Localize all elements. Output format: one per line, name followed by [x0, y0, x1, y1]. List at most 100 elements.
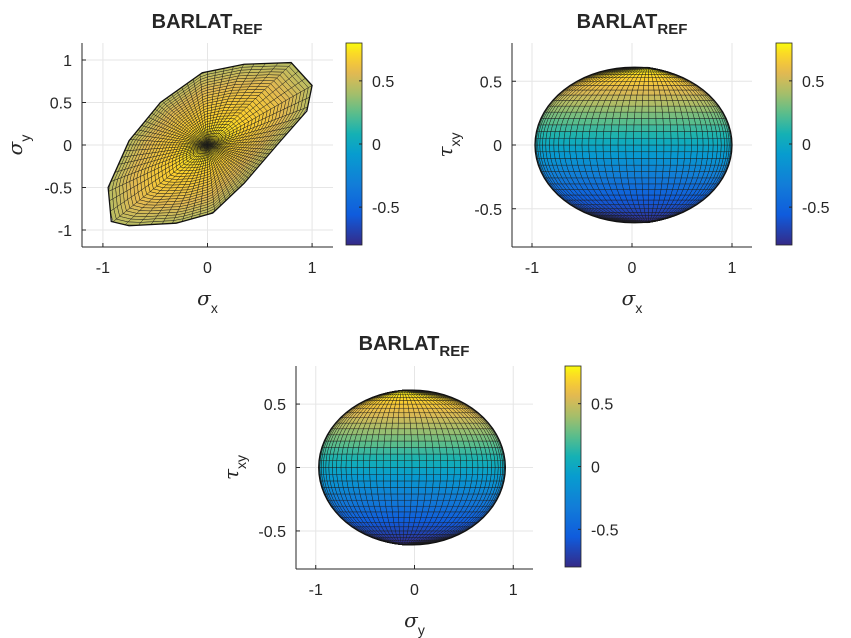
surface-patch	[604, 118, 614, 126]
surface-patch	[637, 85, 645, 91]
surface-patch	[575, 131, 584, 139]
surface-patch	[482, 467, 488, 475]
surface-patch	[626, 171, 636, 179]
surface-patch	[643, 85, 649, 91]
surface-patch	[403, 407, 410, 413]
surface-patch	[439, 447, 448, 455]
x-axis-label-subscript: x	[635, 300, 642, 316]
surface-patch	[363, 474, 371, 482]
surface-patch	[411, 460, 420, 468]
surface-patch	[633, 144, 642, 153]
surface-patch	[648, 105, 656, 113]
surface-patch	[581, 137, 590, 146]
surface-patch	[642, 94, 650, 101]
surface-patch	[391, 428, 399, 436]
surface-patch	[563, 151, 571, 159]
surface-patch	[363, 447, 372, 455]
surface-patch	[702, 131, 709, 139]
surface-patch	[634, 171, 643, 179]
surface-patch	[411, 474, 420, 482]
surface-patch	[642, 89, 649, 96]
surface-patch	[716, 137, 722, 146]
surface-patch	[575, 137, 583, 146]
surface-patch	[411, 447, 420, 455]
surface-patch	[377, 493, 386, 501]
surface-patch	[390, 480, 398, 488]
surface-patch	[648, 131, 657, 139]
surface-patch	[410, 428, 418, 436]
surface-patch	[663, 131, 672, 139]
surface-patch	[597, 118, 607, 126]
surface-patch	[445, 480, 454, 488]
surface-patch	[575, 151, 584, 159]
surface-patch	[392, 412, 400, 418]
surface-patch	[356, 460, 364, 468]
surface-patch	[589, 158, 598, 166]
surface-patch	[645, 71, 649, 75]
surface-patch	[611, 118, 621, 126]
surface-patch	[424, 434, 433, 442]
surface-patch	[398, 522, 405, 528]
surface-patch	[431, 440, 440, 448]
surface-patch	[648, 171, 657, 179]
surface-patch	[390, 447, 398, 455]
surface-patch	[670, 124, 678, 132]
surface-patch	[410, 434, 419, 442]
surface-patch	[669, 118, 678, 126]
surface-patch	[404, 499, 412, 507]
surface-patch	[399, 530, 404, 535]
surface-patch	[376, 453, 384, 461]
surface-patch	[411, 453, 420, 461]
y-axis-label: σy	[3, 135, 33, 156]
surface-patch	[325, 467, 330, 475]
surface-patch	[394, 526, 400, 532]
surface-patch	[397, 499, 405, 507]
surface-patch	[553, 137, 560, 146]
colorbar-tick-label: 0	[372, 137, 381, 154]
surface-patch	[404, 428, 412, 436]
surface-patch	[398, 412, 405, 418]
surface-patch	[445, 447, 454, 455]
surface-patch	[397, 453, 405, 461]
surface-patch	[676, 158, 685, 166]
x-tick-label: 0	[203, 260, 212, 277]
surface-patch	[639, 208, 646, 213]
surface-patch	[610, 131, 619, 139]
surface-patch	[670, 144, 679, 153]
surface-patch	[648, 158, 657, 166]
surface-patch	[618, 158, 627, 166]
surface-patch	[336, 467, 342, 475]
surface-patch	[390, 493, 399, 501]
surface-patch	[634, 105, 643, 113]
surface-patch	[641, 177, 650, 185]
surface-patch	[648, 94, 656, 101]
surface-patch	[397, 467, 405, 475]
surface-patch	[404, 505, 411, 513]
surface-patch	[465, 474, 473, 482]
surface-patch	[603, 158, 613, 166]
surface-patch	[707, 137, 714, 146]
surface-patch	[604, 164, 614, 172]
surface-patch	[376, 480, 385, 488]
surface-patch	[341, 453, 348, 461]
surface-patch	[397, 434, 405, 442]
surface-patch	[404, 493, 412, 501]
surface-patch	[410, 499, 418, 507]
surface-patch	[684, 131, 692, 139]
surface-patch	[683, 158, 691, 166]
surface-patch	[648, 111, 657, 119]
surface-patch	[345, 467, 352, 475]
surface-patch	[370, 487, 379, 495]
surface-patch	[345, 460, 352, 468]
surface-patch	[542, 144, 547, 153]
surface-patch	[404, 480, 413, 488]
surface-patch	[654, 94, 662, 101]
surface-patch	[387, 517, 395, 523]
surface-patch	[390, 467, 398, 475]
surface-patch	[644, 212, 649, 216]
surface-patch	[641, 105, 650, 113]
surface-patch	[610, 137, 619, 146]
surface-patch	[447, 460, 455, 468]
surface	[108, 62, 313, 226]
surface-patch	[611, 164, 621, 172]
